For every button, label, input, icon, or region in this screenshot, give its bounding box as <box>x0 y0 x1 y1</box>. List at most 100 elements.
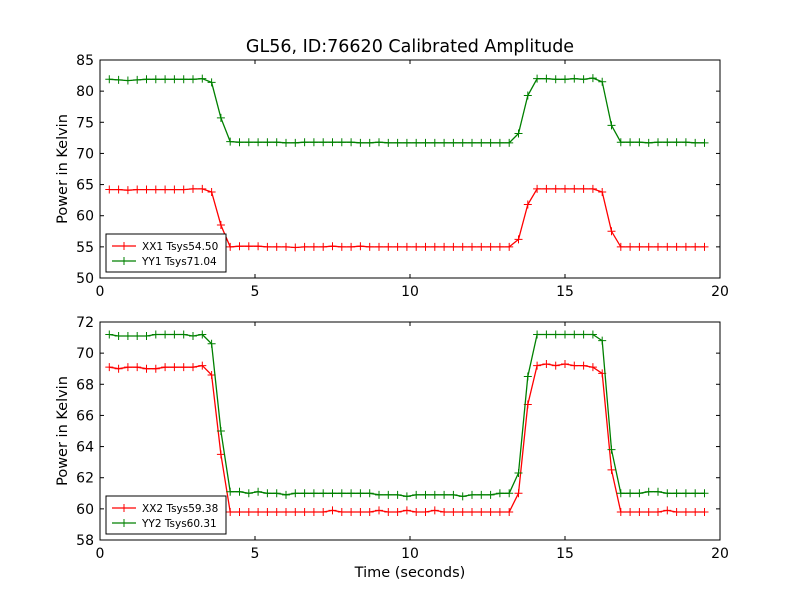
data-point <box>635 489 644 498</box>
data-point <box>468 138 476 147</box>
data-point <box>533 184 542 193</box>
data-point <box>626 138 635 147</box>
data-point <box>151 185 160 194</box>
data-point <box>263 242 272 251</box>
data-point <box>421 490 430 499</box>
data-point <box>272 138 281 147</box>
y-tick-label: 85 <box>76 53 94 69</box>
data-point <box>495 138 504 147</box>
data-point <box>691 138 700 147</box>
data-point <box>365 242 374 251</box>
data-point <box>114 75 123 84</box>
data-point <box>189 363 197 372</box>
data-point <box>523 372 532 381</box>
data-point <box>533 361 542 370</box>
data-point <box>244 242 253 251</box>
data-point <box>458 138 467 147</box>
y-tick-label: 62 <box>76 471 94 487</box>
data-point <box>300 138 309 147</box>
data-point <box>337 138 346 147</box>
data-point <box>598 336 607 345</box>
data-point <box>505 138 514 147</box>
data-point <box>691 489 700 498</box>
x-tick-label: 10 <box>401 546 419 562</box>
data-point <box>263 507 272 516</box>
data-point <box>458 242 467 251</box>
data-point <box>542 74 551 83</box>
legend-marker <box>120 504 128 512</box>
y-tick-label: 70 <box>76 346 94 362</box>
data-point <box>477 490 486 499</box>
data-point <box>644 487 653 496</box>
data-point <box>551 361 560 370</box>
data-point <box>486 138 495 147</box>
y-tick-label: 68 <box>76 377 94 393</box>
data-point <box>654 507 662 516</box>
x-tick-label: 20 <box>711 546 729 562</box>
data-point <box>272 489 281 498</box>
data-point <box>272 507 281 516</box>
data-point <box>179 330 188 339</box>
x-tick-label: 20 <box>711 284 729 300</box>
data-point <box>681 489 690 498</box>
data-point <box>244 489 253 498</box>
data-point <box>319 489 328 498</box>
data-point <box>588 363 597 372</box>
legend: XX1 Tsys54.50 YY1 Tsys71.04 <box>105 233 227 273</box>
y-tick-label: 70 <box>76 146 94 162</box>
data-point <box>114 332 123 341</box>
data-point <box>347 138 356 147</box>
data-point <box>356 242 365 251</box>
data-point <box>663 489 672 498</box>
data-point <box>570 330 579 339</box>
data-point <box>319 242 328 251</box>
data-point <box>161 363 170 372</box>
y-tick-label: 50 <box>76 271 94 287</box>
x-tick-label: 15 <box>556 546 574 562</box>
data-point <box>114 364 123 373</box>
data-point <box>505 507 514 516</box>
data-point <box>644 507 653 516</box>
series-1 <box>105 184 709 252</box>
data-point <box>337 242 346 251</box>
data-point <box>347 507 356 516</box>
data-point <box>626 507 635 516</box>
data-point <box>635 242 644 251</box>
data-point <box>198 361 207 370</box>
data-point <box>533 74 542 83</box>
data-point <box>412 507 421 516</box>
data-point <box>198 74 207 83</box>
data-point <box>588 330 597 339</box>
data-point <box>440 490 449 499</box>
data-point <box>309 138 318 147</box>
data-point <box>458 492 467 501</box>
data-point <box>375 490 383 499</box>
data-point <box>402 492 411 501</box>
data-point <box>430 490 439 499</box>
data-point <box>616 242 625 251</box>
data-point <box>151 364 160 373</box>
data-point <box>551 75 560 84</box>
data-point <box>161 330 170 339</box>
data-point <box>114 185 123 194</box>
data-point <box>486 490 495 499</box>
data-point <box>254 507 263 516</box>
data-point <box>328 506 337 515</box>
data-point <box>691 507 700 516</box>
data-point <box>198 184 207 193</box>
y-tick-label: 72 <box>76 315 94 331</box>
data-point <box>607 465 616 474</box>
data-point <box>700 489 709 498</box>
legend-label: YY2 Tsys60.31 <box>141 518 217 530</box>
data-point <box>170 185 179 194</box>
data-point <box>607 445 616 454</box>
data-point <box>616 507 625 516</box>
data-point <box>105 75 114 84</box>
data-point <box>161 185 170 194</box>
data-point <box>458 507 467 516</box>
data-point <box>477 242 486 251</box>
data-point <box>412 138 421 147</box>
data-point <box>244 507 253 516</box>
data-point <box>607 121 616 130</box>
data-point <box>440 138 449 147</box>
